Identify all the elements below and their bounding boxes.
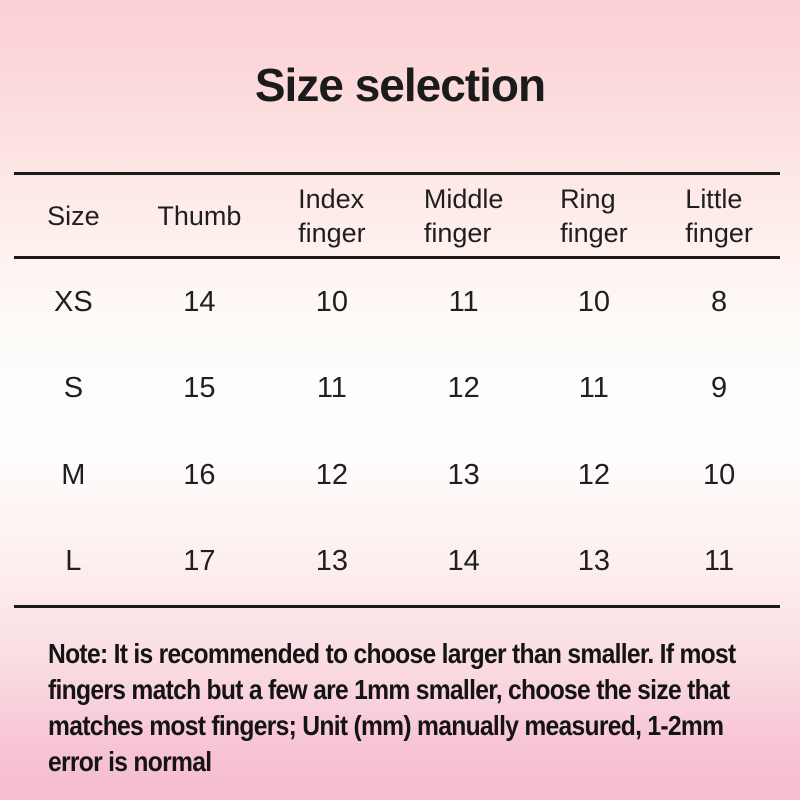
column-header-index-finger: Index finger xyxy=(266,175,398,256)
column-header-label: Thumb xyxy=(157,200,242,231)
column-header-label: Middle finger xyxy=(424,182,504,250)
little-finger-value: 8 xyxy=(711,285,728,318)
table-row-s: S 15 11 12 11 9 xyxy=(14,346,780,433)
size-table: Size Thumb Index finger Middle finger Ring… xyxy=(14,172,780,608)
thumb-value: 15 xyxy=(183,372,216,405)
column-header-size: Size xyxy=(14,175,133,256)
middle-finger-value: 13 xyxy=(447,458,480,491)
column-header-label: Size xyxy=(47,200,100,231)
note-line: error is normal xyxy=(48,746,212,777)
header-line-2: finger xyxy=(560,217,628,248)
size-cell: XS xyxy=(54,285,93,318)
table-header-row: Size Thumb Index finger Middle finger Ring… xyxy=(14,172,780,259)
size-cell: M xyxy=(61,458,86,491)
table-row-m: M 16 12 13 12 10 xyxy=(14,432,780,519)
ring-finger-value: 12 xyxy=(577,458,610,491)
middle-finger-value: 12 xyxy=(447,372,480,405)
note-line: matches most fingers; Unit (mm) manually… xyxy=(48,710,724,741)
column-header-middle-finger: Middle finger xyxy=(398,175,530,256)
size-cell: L xyxy=(65,545,82,578)
column-header-thumb: Thumb xyxy=(133,175,266,256)
page-title: Size selection xyxy=(254,59,546,111)
header-line-2: finger xyxy=(298,217,366,248)
index-finger-value: 13 xyxy=(315,545,348,578)
column-header-label: Ring finger xyxy=(560,182,628,250)
table-body: XS 14 10 11 10 8 S 15 11 12 11 9 M 16 12… xyxy=(14,259,780,608)
header-line-1: Index xyxy=(298,183,365,214)
table-row-xs: XS 14 10 11 10 8 xyxy=(14,259,780,346)
header-line-1: Ring xyxy=(560,183,616,214)
middle-finger-value: 14 xyxy=(447,545,480,578)
thumb-value: 14 xyxy=(183,285,216,318)
header-line-1: Little xyxy=(685,183,743,214)
column-header-ring-finger: Ring finger xyxy=(530,175,659,256)
little-finger-value: 11 xyxy=(704,545,735,578)
size-cell: S xyxy=(63,372,84,405)
column-header-label: Little finger xyxy=(685,182,753,250)
note-line: fingers match but a few are 1mm smaller,… xyxy=(48,674,730,705)
header-line-2: finger xyxy=(423,217,492,248)
ring-finger-value: 11 xyxy=(578,372,609,405)
index-finger-value: 12 xyxy=(315,458,348,491)
column-header-little-finger: Little finger xyxy=(658,175,780,256)
note-line: Note: It is recommended to choose larger… xyxy=(48,638,736,669)
index-finger-value: 10 xyxy=(315,285,348,318)
thumb-value: 16 xyxy=(183,458,216,491)
header-line-1: Middle xyxy=(423,183,504,214)
ring-finger-value: 13 xyxy=(577,545,610,578)
little-finger-value: 10 xyxy=(702,458,736,491)
ring-finger-value: 10 xyxy=(577,285,610,318)
little-finger-value: 9 xyxy=(711,372,728,405)
middle-finger-value: 11 xyxy=(448,285,479,318)
index-finger-value: 11 xyxy=(316,372,347,405)
thumb-value: 17 xyxy=(183,545,216,578)
table-row-l: L 17 13 14 13 11 xyxy=(14,519,780,606)
measurement-note: Note: It is recommended to choose larger… xyxy=(48,636,736,780)
column-header-label: Index finger xyxy=(298,182,366,250)
header-line-2: finger xyxy=(685,217,753,248)
